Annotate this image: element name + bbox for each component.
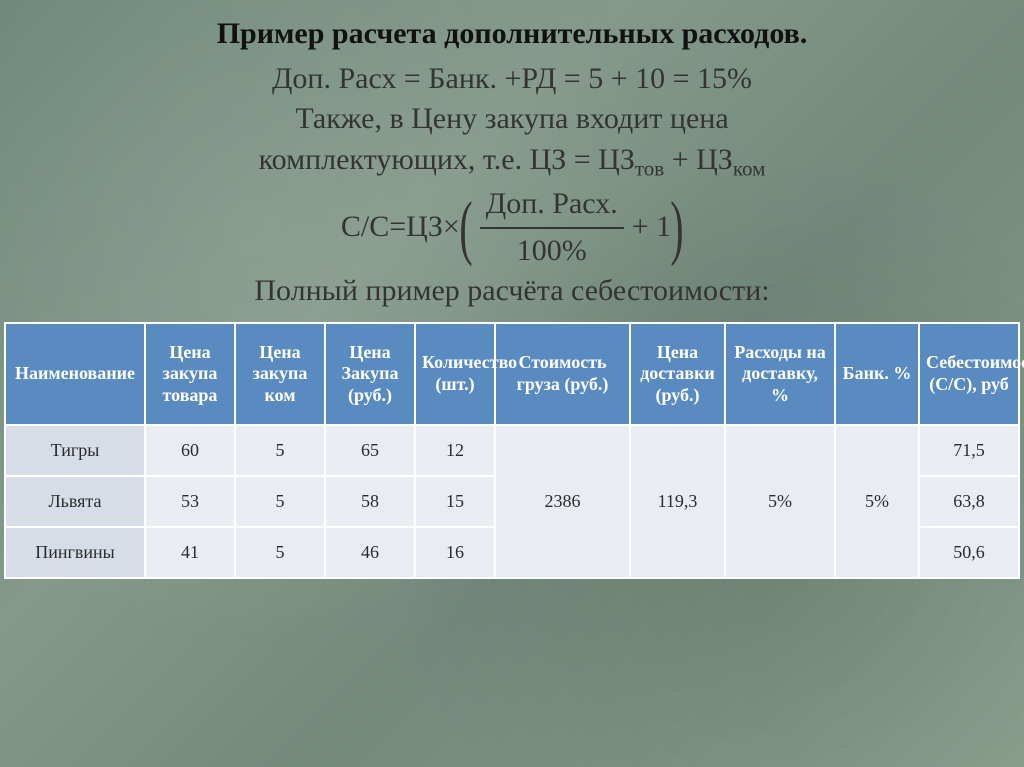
cell: 16 [415,527,495,578]
table-header-row: Наименование Цена закупа товара Цена зак… [5,323,1019,426]
sub-kom: ком [733,156,766,180]
cell: 12 [415,425,495,476]
cell: 5 [235,425,325,476]
col-cost: Себестоимость (С/С), руб [919,323,1019,426]
cost-table: Наименование Цена закупа товара Цена зак… [4,322,1020,580]
cell-cc: 50,6 [919,527,1019,578]
cost-formula: С/С=ЦЗ× ( Доп. Расх. 100% + 1 ) [0,184,1024,271]
cell-bank-pct: 5% [835,425,919,578]
formula-left: С/С=ЦЗ× [341,207,460,248]
col-price-comp: Цена закупа ком [235,323,325,426]
fraction-bar [480,227,624,229]
col-delivery-pct: Расходы на доставку, % [725,323,835,426]
left-paren-icon: ( [459,195,472,260]
cell-delivery-price: 119,3 [630,425,725,578]
text-line-5: Полный пример расчёта себестоимости: [0,271,1024,312]
text-block: Пример расчета дополнительных расходов. … [0,14,1024,312]
cell-delivery-pct: 5% [725,425,835,578]
slide: Пример расчета дополнительных расходов. … [0,0,1024,767]
cell: 5 [235,527,325,578]
fraction-denominator: 100% [511,231,593,272]
cell: 46 [325,527,415,578]
col-delivery-price: Цена доставки (руб.) [630,323,725,426]
fraction: Доп. Расх. 100% [480,184,624,271]
text-3b: + ЦЗ [664,143,733,176]
formula-line-1: Доп. Расх = Банк. +РД = 5 + 10 = 15% [0,59,1024,100]
cell: 65 [325,425,415,476]
right-paren-icon: ) [671,195,684,260]
col-price-total: Цена Закупа (руб.) [325,323,415,426]
text-line-2: Также, в Цену закупа входит цена [0,99,1024,140]
fraction-numerator: Доп. Расх. [480,184,624,225]
cell: 5 [235,476,325,527]
cell-cargo-cost: 2386 [495,425,630,578]
cell: 41 [145,527,235,578]
table-wrap: Наименование Цена закупа товара Цена зак… [0,312,1024,580]
formula-1a: Доп. Расх = Банк. +РД = [272,62,588,95]
col-qty: Количество (шт.) [415,323,495,426]
row-name: Пингвины [5,527,145,578]
cell: 15 [415,476,495,527]
text-3a: комплектующих, т.е. ЦЗ = ЦЗ [259,143,635,176]
col-cargo-cost: Стоимость груза (руб.) [495,323,630,426]
col-bank-pct: Банк. % [835,323,919,426]
cell: 53 [145,476,235,527]
col-name: Наименование [5,323,145,426]
formula-1b: 5 + 10 = 15% [588,62,752,95]
sub-tov: тов [635,156,664,180]
slide-title: Пример расчета дополнительных расходов. [0,14,1024,55]
table-row: Тигры 60 5 65 12 2386 119,3 5% 5% 71,5 [5,425,1019,476]
cell-cc: 63,8 [919,476,1019,527]
col-price-goods: Цена закупа товара [145,323,235,426]
formula-plus-one: + 1 [632,207,671,248]
row-name: Львята [5,476,145,527]
cell-cc: 71,5 [919,425,1019,476]
row-name: Тигры [5,425,145,476]
cell: 58 [325,476,415,527]
text-line-3: комплектующих, т.е. ЦЗ = ЦЗтов + ЦЗком [0,140,1024,183]
cell: 60 [145,425,235,476]
